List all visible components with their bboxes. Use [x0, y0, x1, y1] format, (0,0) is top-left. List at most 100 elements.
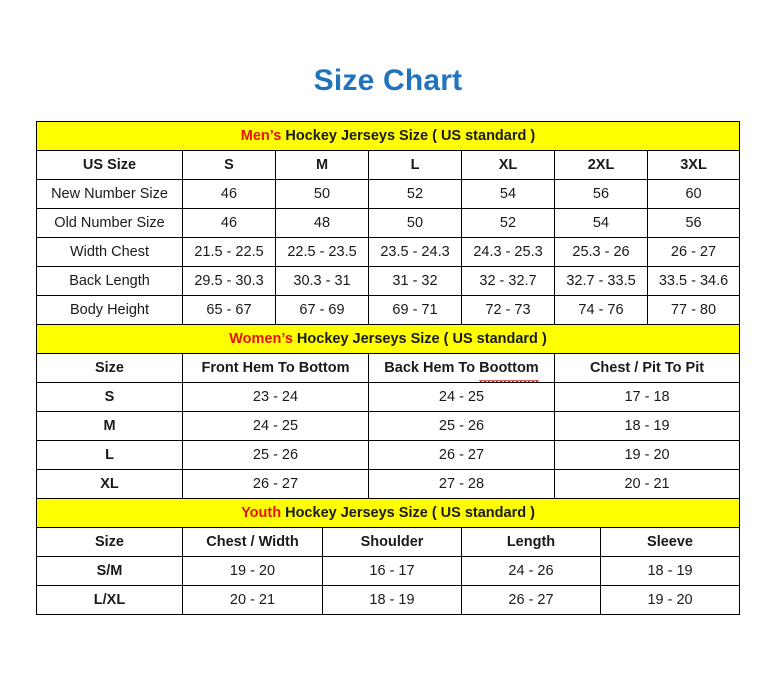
mens-banner-rest: Hockey Jerseys Size ( US standard ) — [281, 128, 536, 144]
table-row: Body Height 65 - 67 67 - 69 69 - 71 72 -… — [36, 295, 741, 325]
mens-cell-2-2: 23.5 - 24.3 — [368, 237, 462, 267]
mens-cell-0-5: 60 — [646, 179, 741, 209]
womens-banner-accent: Women’s — [229, 331, 293, 347]
mens-column-header-row: US Size S M L XL 2XL 3XL — [36, 150, 741, 180]
mens-size-table: Men’s Hockey Jerseys Size ( US standard … — [35, 121, 741, 325]
youth-section-banner: Youth Hockey Jerseys Size ( US standard … — [35, 498, 741, 528]
youth-cell-0-3: 18 - 19 — [599, 556, 741, 586]
womens-cell-0-2: 17 - 18 — [553, 382, 741, 412]
womens-row-label-3: XL — [36, 469, 183, 499]
mens-cell-2-5: 26 - 27 — [646, 237, 741, 267]
mens-cell-0-1: 50 — [275, 179, 369, 209]
mens-col-head-5: 2XL — [554, 150, 648, 180]
table-row: XL 26 - 27 27 - 28 20 - 21 — [36, 469, 741, 499]
mens-cell-4-5: 77 - 80 — [646, 295, 741, 325]
womens-cell-3-2: 20 - 21 — [553, 469, 741, 499]
womens-col-head-2: Back Hem To Boottom — [368, 353, 555, 383]
table-row: L 25 - 26 26 - 27 19 - 20 — [36, 440, 741, 470]
mens-cell-3-1: 30.3 - 31 — [275, 266, 369, 296]
womens-cell-2-2: 19 - 20 — [553, 440, 741, 470]
womens-col-head-1: Front Hem To Bottom — [182, 353, 369, 383]
mens-cell-0-2: 52 — [368, 179, 462, 209]
youth-banner-rest: Hockey Jerseys Size ( US standard ) — [281, 505, 535, 521]
mens-cell-2-4: 25.3 - 26 — [554, 237, 648, 267]
mens-row-label-4: Body Height — [36, 295, 183, 325]
youth-col-head-2: Shoulder — [322, 527, 462, 557]
youth-column-header-row: Size Chest / Width Shoulder Length Sleev… — [36, 527, 741, 557]
mens-cell-3-2: 31 - 32 — [368, 266, 462, 296]
youth-cell-1-0: 20 - 21 — [182, 585, 323, 615]
mens-cell-4-3: 72 - 73 — [461, 295, 555, 325]
youth-cell-0-0: 19 - 20 — [182, 556, 323, 586]
mens-cell-1-0: 46 — [182, 208, 276, 238]
womens-cell-1-2: 18 - 19 — [553, 411, 741, 441]
youth-cell-1-2: 26 - 27 — [461, 585, 601, 615]
mens-cell-4-4: 74 - 76 — [554, 295, 648, 325]
womens-cell-1-0: 24 - 25 — [182, 411, 369, 441]
size-chart-container: Men’s Hockey Jerseys Size ( US standard … — [35, 121, 741, 615]
womens-row-label-2: L — [36, 440, 183, 470]
mens-cell-2-3: 24.3 - 25.3 — [461, 237, 555, 267]
youth-cell-1-1: 18 - 19 — [322, 585, 462, 615]
page-title: Size Chart — [313, 64, 463, 97]
mens-cell-3-3: 32 - 32.7 — [461, 266, 555, 296]
table-row: L/XL 20 - 21 18 - 19 26 - 27 19 - 20 — [36, 585, 741, 615]
womens-cell-0-0: 23 - 24 — [182, 382, 369, 412]
youth-row-label-1: L/XL — [36, 585, 183, 615]
womens-section-banner-row: Women’s Hockey Jerseys Size ( US standar… — [35, 324, 741, 354]
mens-cell-4-0: 65 - 67 — [182, 295, 276, 325]
womens-col-head-0: Size — [36, 353, 183, 383]
mens-cell-2-1: 22.5 - 23.5 — [275, 237, 369, 267]
mens-cell-0-0: 46 — [182, 179, 276, 209]
table-row: New Number Size 46 50 52 54 56 60 — [36, 179, 741, 209]
mens-row-label-3: Back Length — [36, 266, 183, 296]
womens-cell-2-0: 25 - 26 — [182, 440, 369, 470]
mens-cell-2-0: 21.5 - 22.5 — [182, 237, 276, 267]
womens-banner-rest: Hockey Jerseys Size ( US standard ) — [292, 331, 547, 347]
table-row: Width Chest 21.5 - 22.5 22.5 - 23.5 23.5… — [36, 237, 741, 267]
mens-cell-0-3: 54 — [461, 179, 555, 209]
youth-col-head-3: Length — [461, 527, 601, 557]
youth-banner-accent: Youth — [241, 505, 282, 521]
womens-cell-1-1: 25 - 26 — [368, 411, 555, 441]
youth-cell-0-1: 16 - 17 — [322, 556, 462, 586]
womens-row-label-1: M — [36, 411, 183, 441]
mens-cell-0-4: 56 — [554, 179, 648, 209]
mens-col-head-4: XL — [461, 150, 555, 180]
table-row: S 23 - 24 24 - 25 17 - 18 — [36, 382, 741, 412]
mens-section-banner-row: Men’s Hockey Jerseys Size ( US standard … — [35, 121, 741, 151]
womens-cell-2-1: 26 - 27 — [368, 440, 555, 470]
mens-row-label-2: Width Chest — [36, 237, 183, 267]
youth-cell-0-2: 24 - 26 — [461, 556, 601, 586]
mens-col-head-2: M — [275, 150, 369, 180]
womens-cell-3-0: 26 - 27 — [182, 469, 369, 499]
mens-cell-1-2: 50 — [368, 208, 462, 238]
womens-size-table: Women’s Hockey Jerseys Size ( US standar… — [35, 324, 741, 499]
youth-section-banner-row: Youth Hockey Jerseys Size ( US standard … — [35, 498, 741, 528]
mens-cell-1-1: 48 — [275, 208, 369, 238]
mens-cell-1-3: 52 — [461, 208, 555, 238]
womens-col-head-3: Chest / Pit To Pit — [553, 353, 741, 383]
mens-cell-3-4: 32.7 - 33.5 — [554, 266, 648, 296]
mens-cell-4-1: 67 - 69 — [275, 295, 369, 325]
mens-cell-1-5: 56 — [646, 208, 741, 238]
table-row: Back Length 29.5 - 30.3 30.3 - 31 31 - 3… — [36, 266, 741, 296]
mens-row-label-0: New Number Size — [36, 179, 183, 209]
youth-row-label-0: S/M — [36, 556, 183, 586]
youth-col-head-0: Size — [36, 527, 183, 557]
mens-cell-4-2: 69 - 71 — [368, 295, 462, 325]
womens-col-head-2-prefix: Back Hem To — [384, 360, 480, 376]
table-row: M 24 - 25 25 - 26 18 - 19 — [36, 411, 741, 441]
youth-col-head-1: Chest / Width — [182, 527, 323, 557]
womens-cell-3-1: 27 - 28 — [368, 469, 555, 499]
youth-size-table: Youth Hockey Jerseys Size ( US standard … — [35, 498, 741, 615]
youth-col-head-4: Sleeve — [599, 527, 741, 557]
mens-col-head-1: S — [182, 150, 276, 180]
womens-section-banner: Women’s Hockey Jerseys Size ( US standar… — [35, 324, 741, 354]
mens-col-head-6: 3XL — [646, 150, 741, 180]
mens-banner-accent: Men’s — [240, 128, 282, 144]
womens-column-header-row: Size Front Hem To Bottom Back Hem To Boo… — [36, 353, 741, 383]
mens-row-label-1: Old Number Size — [36, 208, 183, 238]
mens-cell-1-4: 54 — [554, 208, 648, 238]
